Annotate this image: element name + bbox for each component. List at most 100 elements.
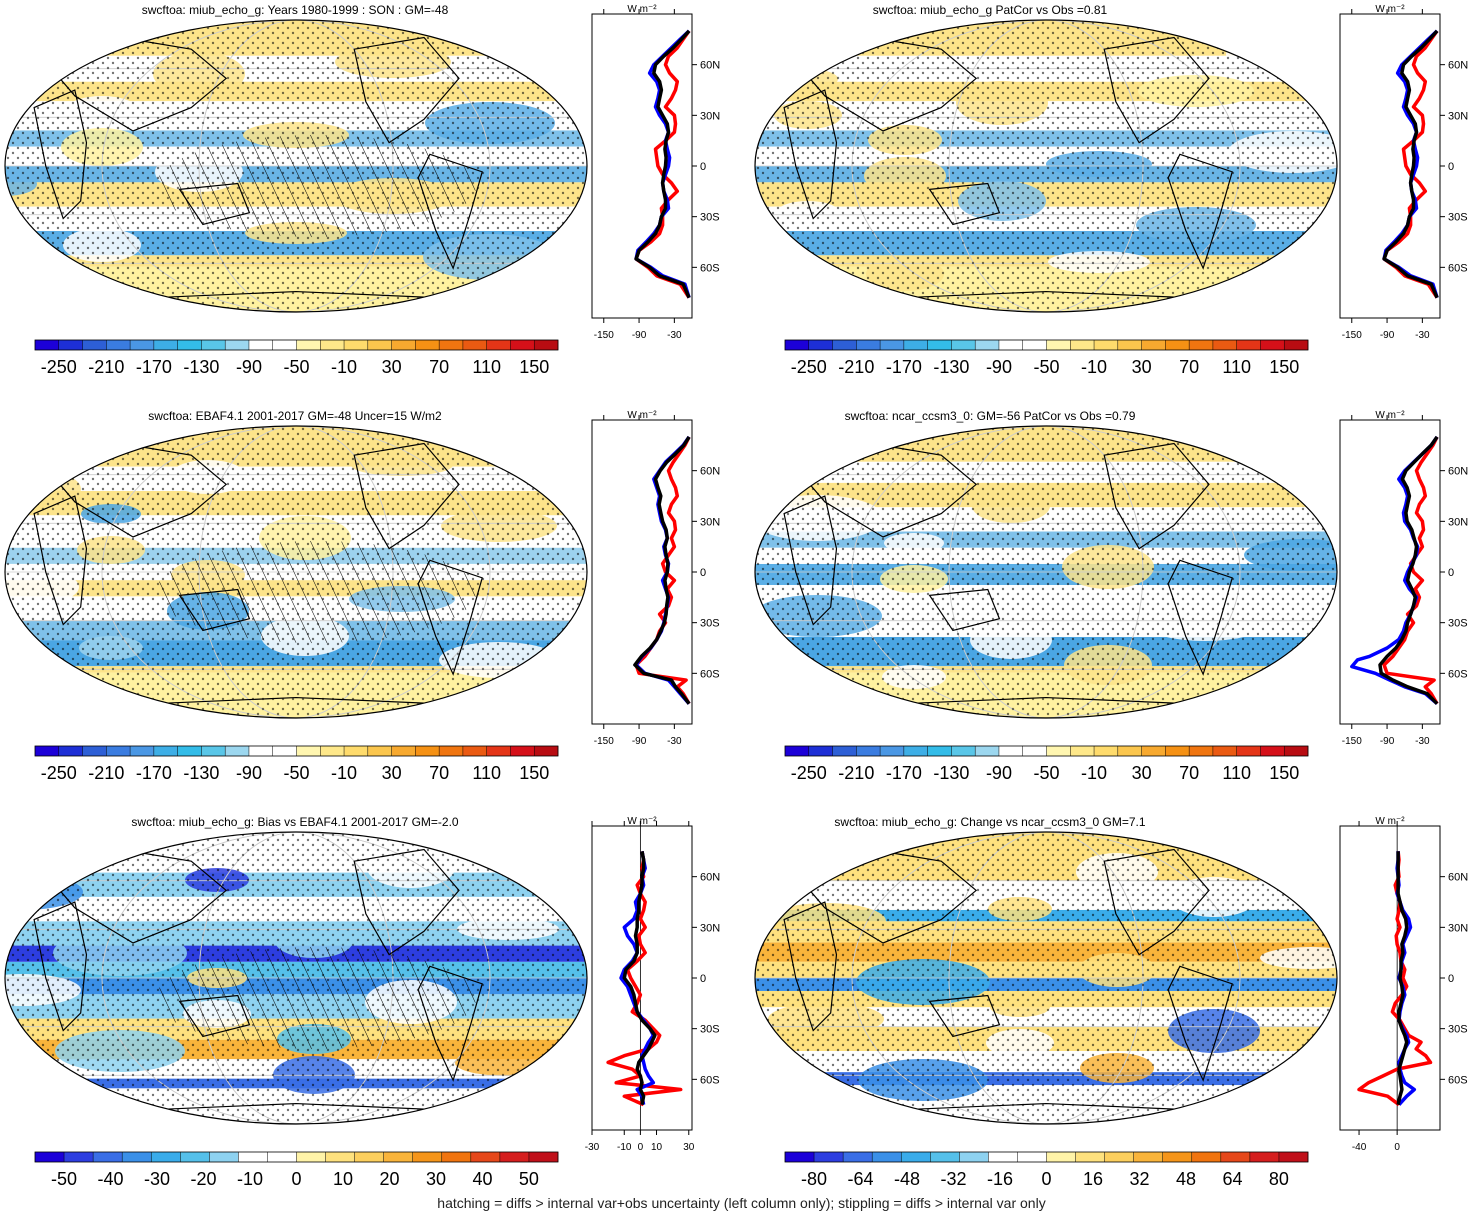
- profile-unit: W m⁻²: [627, 410, 657, 421]
- colorbar-swatch: [320, 340, 345, 350]
- colorbar-label: 30: [1132, 357, 1152, 377]
- colorbar-label: 70: [429, 763, 449, 783]
- continent-north-america: [1103, 848, 1210, 956]
- continent-north-america: [1103, 442, 1210, 550]
- profile-ytick-label: 60S: [1448, 668, 1468, 680]
- colorbar-label: -130: [933, 763, 969, 783]
- colorbar-label: -80: [801, 1169, 827, 1189]
- colorbar-label: 70: [429, 357, 449, 377]
- zonal-profile: W m⁻² 60N 30N 0 30S 60S -150 -90 -30: [1339, 410, 1468, 747]
- colorbar-swatch: [320, 746, 345, 756]
- colorbar-swatch: [1017, 1152, 1047, 1162]
- colorbar-swatch: [1249, 1152, 1280, 1162]
- profile-line-obs: [1382, 436, 1439, 705]
- profile-unit: W m⁻²: [1375, 816, 1405, 827]
- stippling: [755, 426, 1337, 718]
- colorbar-swatch: [415, 746, 440, 756]
- colorbar-label: -170: [136, 763, 172, 783]
- colorbar-label: -170: [886, 357, 922, 377]
- field-blob: [5, 40, 35, 60]
- profile-unit: W m⁻²: [1375, 4, 1405, 15]
- colorbar-label: -30: [144, 1169, 170, 1189]
- profile-xtick-label: -90: [1380, 736, 1395, 747]
- continent-north-america: [353, 442, 460, 550]
- colorbar-label: -50: [1033, 357, 1059, 377]
- colorbar-swatch: [1212, 340, 1237, 350]
- profile-xtick-label: 0: [638, 1142, 644, 1153]
- colorbar-label: -10: [1081, 763, 1107, 783]
- colorbar: -250 -210 -170 -130 -90 -50 -10 30 70 110 150: [784, 745, 1309, 783]
- profile-frame: [1339, 13, 1441, 319]
- colorbar-swatch: [267, 1152, 297, 1162]
- profile-xtick-label: -90: [1380, 330, 1395, 341]
- colorbar-swatch: [975, 746, 1000, 756]
- colorbar-label: -90: [986, 763, 1012, 783]
- colorbar-swatch: [927, 746, 952, 756]
- field-blob: [5, 72, 39, 100]
- colorbar-swatch: [439, 746, 464, 756]
- colorbar-label: 150: [1269, 763, 1299, 783]
- profile-xtick-label: -30: [1415, 330, 1430, 341]
- profile-ytick-label: 0: [1448, 567, 1454, 579]
- colorbar-swatch: [153, 746, 178, 756]
- map: [754, 19, 1338, 313]
- profile-ytick-label: 30S: [1448, 618, 1468, 630]
- profile-xtick-label: -90: [632, 736, 647, 747]
- profile-ytick-label: 60S: [1448, 1074, 1468, 1086]
- profile-ytick-label: 60S: [700, 262, 720, 274]
- zonal-profile: W m⁻² 60N 30N 0 30S 60S -150 -90 -30: [591, 4, 720, 341]
- zonal-profile: W m⁻² 60N 30N 0 30S 60S -30 -10 0 10 30: [585, 816, 720, 1153]
- colorbar-label: 110: [1222, 357, 1251, 377]
- colorbar-swatch: [1141, 746, 1166, 756]
- continent-australia: [928, 588, 1001, 632]
- colorbar-swatch: [1022, 746, 1047, 756]
- profile-line-other: [622, 850, 657, 1106]
- colorbar-swatch: [930, 1152, 960, 1162]
- colorbar-swatch: [296, 1152, 326, 1162]
- colorbar-swatch: [510, 340, 535, 350]
- colorbar-swatch: [415, 340, 440, 350]
- colorbar-swatch: [180, 1152, 210, 1162]
- colorbar-label: 110: [1222, 763, 1251, 783]
- colorbar-swatch: [785, 746, 810, 756]
- colorbar-label: -10: [1081, 357, 1107, 377]
- colorbar-swatch: [808, 340, 833, 350]
- panel-bottom-left: swcftoa: miub_echo_g: Bias vs EBAF4.1 20…: [4, 815, 720, 1189]
- colorbar-swatch: [927, 340, 952, 350]
- colorbar-label: 70: [1179, 763, 1199, 783]
- stippling: [755, 832, 1337, 1124]
- profile-xtick-label: -30: [667, 736, 682, 747]
- profile-ytick-label: 60N: [1448, 872, 1468, 884]
- colorbar-label: -250: [791, 763, 827, 783]
- colorbar-swatch: [1189, 746, 1214, 756]
- colorbar-swatch: [1094, 340, 1119, 350]
- colorbar-swatch: [1046, 340, 1071, 350]
- colorbar-swatch: [441, 1152, 472, 1162]
- colorbar-swatch: [785, 1152, 815, 1162]
- continent-australia: [928, 994, 1001, 1038]
- profile-ytick-label: 30S: [700, 1024, 720, 1036]
- map: [754, 831, 1338, 1125]
- colorbar-swatch: [1260, 340, 1285, 350]
- colorbar-swatch: [1236, 746, 1261, 756]
- profile-ytick-label: 30S: [1448, 212, 1468, 224]
- colorbar-swatch: [872, 1152, 902, 1162]
- colorbar-swatch: [998, 746, 1024, 756]
- colorbar-swatch: [1117, 746, 1142, 756]
- profile-ytick-label: 60S: [1448, 262, 1468, 274]
- continent-north-america: [353, 36, 460, 144]
- continent-south-america: [417, 965, 483, 1082]
- colorbar-swatch: [412, 1152, 443, 1162]
- colorbar-swatch: [880, 340, 905, 350]
- colorbar-swatch: [177, 746, 202, 756]
- profile-xtick-label: 30: [683, 1142, 695, 1153]
- colorbar-label: 70: [1179, 357, 1199, 377]
- colorbar-label: -210: [88, 763, 124, 783]
- colorbar-swatch: [856, 340, 881, 350]
- map-outline: [4, 425, 588, 719]
- continent-africa: [33, 89, 88, 220]
- colorbar-swatch: [209, 1152, 239, 1162]
- profile-ytick-label: 30S: [700, 618, 720, 630]
- profile-line-obs: [606, 850, 683, 1107]
- map-outline: [754, 19, 1338, 313]
